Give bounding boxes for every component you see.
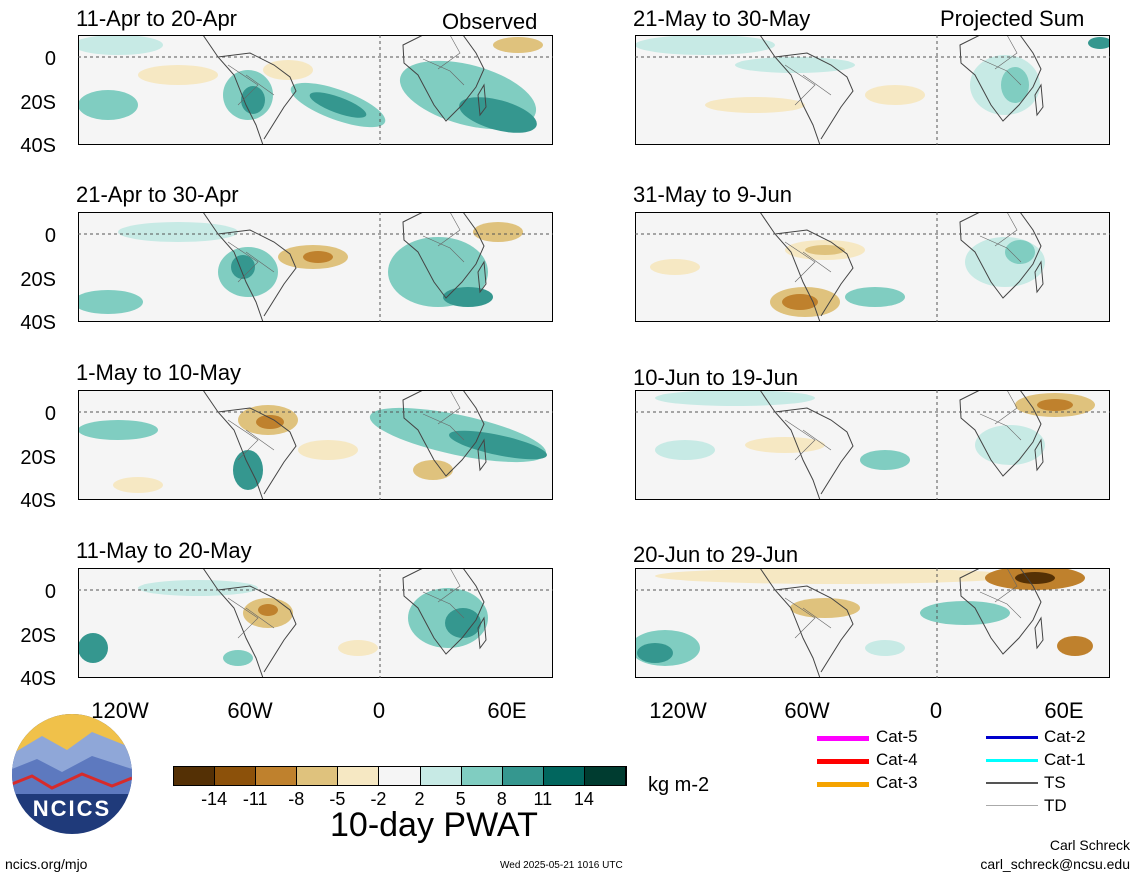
panel-title: 11-Apr to 20-Apr <box>76 6 238 31</box>
colorbar-swatch <box>543 767 585 785</box>
y-tick-label: 0 <box>44 581 56 603</box>
y-tick-label: 20S <box>20 447 56 469</box>
footer-url[interactable]: ncics.org/mjo <box>5 856 88 872</box>
map-panel-2 <box>78 212 553 322</box>
footer-timestamp: Wed 2025-05-21 1016 UTC <box>500 860 623 871</box>
colorbar-swatch <box>461 767 503 785</box>
x-tick-label: 60E <box>1044 698 1084 723</box>
colorbar-title: 10-day PWAT <box>330 806 538 844</box>
y-tick-label: 0 <box>44 48 56 70</box>
x-tick-label: 60E <box>487 698 527 723</box>
colorbar-tick-label: 8 <box>496 789 507 809</box>
legend-label: TS <box>1044 773 1066 792</box>
y-tick-label: 0 <box>44 403 56 425</box>
map-panel-5 <box>635 35 1110 145</box>
colorbar-swatch <box>297 767 339 785</box>
map-panel-1 <box>78 35 553 145</box>
x-tick-label: 60W <box>784 698 830 723</box>
map-panel-4 <box>78 568 553 678</box>
y-tick-label: 20S <box>20 625 56 647</box>
footer-author: Carl Schreck <box>1049 837 1130 853</box>
map-panel-8 <box>635 568 1110 678</box>
colorbar-swatches <box>173 766 627 786</box>
x-tick-label: 120W <box>91 698 149 723</box>
colorbar-swatch <box>584 767 627 785</box>
panel-title: 11-May to 20-May <box>76 538 252 563</box>
y-tick-label: 20S <box>20 92 56 114</box>
colorbar-swatch <box>256 767 298 785</box>
y-tick-label: 40S <box>20 135 56 157</box>
colorbar-swatch <box>215 767 257 785</box>
x-tick-label: 120W <box>649 698 707 723</box>
colorbar-swatch <box>502 767 544 785</box>
colorbar-swatch <box>174 767 216 785</box>
y-tick-label: 40S <box>20 312 56 334</box>
logo-text: NCICS <box>32 796 112 821</box>
colorbar-tick-label: 5 <box>455 789 466 809</box>
y-tick-label: 20S <box>20 269 56 291</box>
legend-label: Cat-1 <box>1044 750 1086 769</box>
legend-label: Cat-3 <box>876 773 918 792</box>
colorbar-swatch <box>420 767 462 785</box>
colorbar-tick-label: 2 <box>414 789 425 809</box>
panel-title: 31-May to 9-Jun <box>633 182 792 207</box>
projected-label: Projected Sum <box>940 6 1085 31</box>
x-tick-label: 0 <box>372 698 386 723</box>
legend-swatch-td <box>986 805 1038 806</box>
colorbar-tick-label: -11 <box>242 789 268 809</box>
observed-label: Observed <box>442 9 538 34</box>
legend-label: Cat-5 <box>876 727 918 746</box>
colorbar-tick-label: -2 <box>370 789 387 809</box>
colorbar-units: kg m-2 <box>648 774 710 796</box>
panel-title: 10-Jun to 19-Jun <box>633 365 799 390</box>
panel-title: 20-Jun to 29-Jun <box>633 542 799 567</box>
legend-label: Cat-2 <box>1044 727 1086 746</box>
colorbar-tick-label: 11 <box>533 789 553 809</box>
panel-title: 21-Apr to 30-Apr <box>76 182 239 207</box>
legend-swatch-ts <box>986 782 1038 784</box>
legend-label: Cat-4 <box>876 750 918 769</box>
panel-title: 21-May to 30-May <box>633 6 811 31</box>
y-tick-label: 0 <box>44 225 56 247</box>
panel-title: 1-May to 10-May <box>76 360 242 385</box>
ncics-logo: NCICS <box>12 714 132 834</box>
x-tick-label: 0 <box>929 698 943 723</box>
map-panel-7 <box>635 390 1110 500</box>
legend-label: TD <box>1044 796 1067 815</box>
colorbar-tick-label: -8 <box>288 789 305 809</box>
colorbar-tick-label: -14 <box>201 789 228 809</box>
map-panel-6 <box>635 212 1110 322</box>
colorbar-tick-label: -5 <box>329 789 346 809</box>
colorbar-tick-label: 14 <box>573 789 594 809</box>
map-panel-3 <box>78 390 553 500</box>
legend-swatch-cat2 <box>986 736 1038 739</box>
legend-swatch-cat1 <box>986 759 1038 762</box>
legend-swatch-cat4 <box>817 759 869 764</box>
legend-swatch-cat3 <box>817 782 869 787</box>
legend-swatch-cat5 <box>817 736 869 741</box>
x-tick-label: 60W <box>227 698 273 723</box>
colorbar-swatch <box>379 767 421 785</box>
y-tick-label: 40S <box>20 668 56 690</box>
colorbar-swatch <box>338 767 380 785</box>
y-tick-label: 40S <box>20 490 56 512</box>
footer-email[interactable]: carl_schreck@ncsu.edu <box>980 856 1130 872</box>
